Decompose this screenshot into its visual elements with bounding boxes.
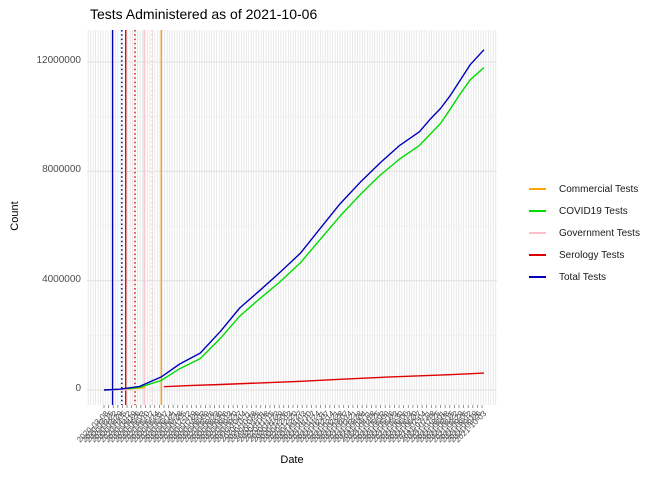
y-tick-label: 8000000 xyxy=(42,164,81,175)
series-line-covid19-tests xyxy=(103,66,485,391)
x-axis-title: Date xyxy=(280,454,304,466)
legend-key-line xyxy=(529,188,546,190)
series-line-serology-tests xyxy=(163,372,485,388)
legend-key-line xyxy=(529,232,546,234)
legend-label: Total Tests xyxy=(559,271,607,283)
y-axis-title: Count xyxy=(9,201,21,231)
legend-entry-government-tests: Government Tests xyxy=(529,222,640,244)
series-line-total-tests xyxy=(103,49,485,391)
legend-entry-serology-tests: Serology Tests xyxy=(529,244,640,266)
legend-key-line xyxy=(529,210,546,212)
chart-title: Tests Administered as of 2021-10-06 xyxy=(90,6,318,22)
legend-label: COVID19 Tests xyxy=(559,205,628,217)
legend-label: Commercial Tests xyxy=(559,183,639,195)
legend-key-line xyxy=(529,254,546,256)
legend-label: Government Tests xyxy=(559,227,640,239)
y-tick-label: 4000000 xyxy=(42,274,81,285)
y-tick-label: 12000000 xyxy=(36,55,82,66)
legend-key-line xyxy=(529,276,546,278)
legend-entry-commercial-tests: Commercial Tests xyxy=(529,178,640,200)
legend-entry-total-tests: Total Tests xyxy=(529,266,640,288)
y-tick-label: 0 xyxy=(75,383,81,394)
legend-entry-covid19-tests: COVID19 Tests xyxy=(529,200,640,222)
legend: Commercial Tests COVID19 Tests Government … xyxy=(529,178,640,288)
x-axis-tick-labels: 2020-03-08 2020-03-15 2020-03-22 2020-03-29… xyxy=(0,409,672,463)
legend-label: Serology Tests xyxy=(559,249,625,261)
plot-area xyxy=(87,30,497,408)
